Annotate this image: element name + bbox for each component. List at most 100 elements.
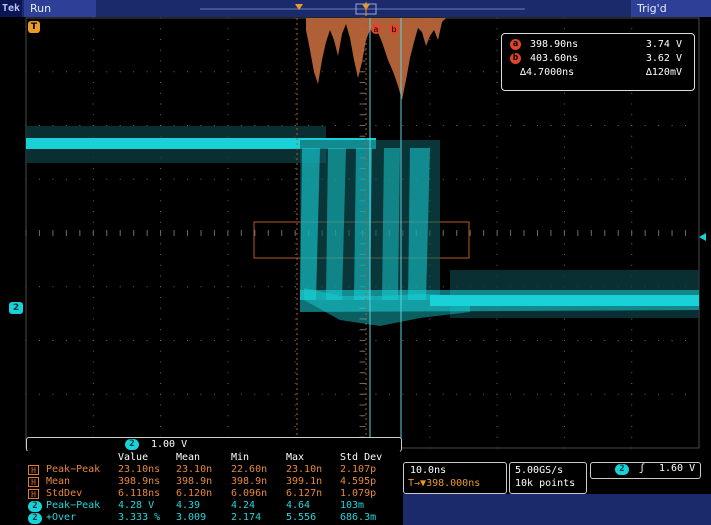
measurement-cell: 4.39 (176, 500, 201, 511)
grid-dot (92, 211, 94, 212)
grid-dot (227, 92, 229, 94)
grid-dot (631, 125, 633, 126)
grid-dot (415, 71, 417, 73)
grid-dot (631, 426, 633, 427)
grid-dot (160, 383, 162, 384)
grid-dot (388, 71, 390, 73)
measurement-table[interactable]: Value Mean Min Max Std Dev H Peak−Peak 23.… (26, 451, 400, 525)
grid-dot (254, 340, 256, 341)
grid-dot (671, 125, 673, 126)
grid-dot (119, 125, 121, 126)
horizontal-panel[interactable]: 10.0ns T→▼398.000ns (403, 462, 507, 494)
grid-dot (213, 286, 215, 288)
measurement-cell: 5.556 (286, 512, 317, 523)
grid-dot (187, 125, 189, 126)
cursor-readout[interactable]: a 398.90ns 3.74 V b 403.60ns 3.62 V ∆4.7… (501, 33, 695, 91)
grid-dot (563, 189, 565, 191)
grid-dot (92, 178, 94, 180)
grid-dot (92, 275, 94, 277)
grid-dot (469, 125, 471, 126)
grid-dot (536, 340, 538, 341)
cursor-a-voltage: 3.74 V (645, 39, 682, 50)
grid-dot (321, 393, 323, 395)
grid-dot (294, 211, 296, 212)
grid-dot (671, 340, 673, 341)
grid-dot (631, 350, 633, 352)
grid-dot (536, 178, 538, 180)
grid-dot (133, 178, 135, 180)
grid-dot (254, 125, 256, 126)
grid-dot (402, 125, 404, 126)
grid-dot (133, 71, 135, 73)
grid-dot (294, 415, 296, 417)
grid-dot (496, 211, 498, 212)
grid-dot (335, 125, 337, 126)
grid-dot (429, 350, 431, 352)
measurement-row[interactable]: H Mean 398.9ns 398.9n 398.9n 399.1n 4.595p (26, 476, 400, 488)
grid-dot (92, 221, 94, 223)
grid-dot (227, 39, 229, 40)
grid-dot (496, 17, 498, 19)
tek-logo: Tek (0, 0, 22, 17)
grid-dot (604, 125, 606, 126)
grid-dot (227, 329, 229, 331)
grid-dot (65, 393, 67, 395)
grid-dot (523, 178, 525, 180)
grid-dot (536, 393, 538, 395)
ch2-waveform (26, 126, 699, 326)
grid-dot (240, 71, 242, 73)
measurement-row[interactable]: H Peak−Peak 23.10ns 23.10n 22.60n 23.10n 2.107… (26, 464, 400, 476)
measurement-cell: 6.120n (176, 488, 213, 499)
grid-dot (631, 329, 633, 331)
grid-dot (563, 436, 565, 438)
measurement-row[interactable]: 2 +Over 3.333 % 3.009 2.174 5.556 686.3m (26, 512, 400, 524)
run-status[interactable]: Run (24, 0, 96, 17)
grid-dot (227, 426, 229, 427)
trigger-level-arrow-icon[interactable] (699, 233, 706, 241)
grid-dot (429, 415, 431, 417)
grid-dot (294, 393, 296, 395)
grid-dot (631, 200, 633, 202)
cursor-a-badge[interactable]: a (371, 24, 381, 34)
ch2-scale-readout[interactable]: 2 1.00 V (26, 437, 402, 452)
grid-dot (550, 178, 552, 180)
measurement-row[interactable]: 2 Peak−Peak 4.28 V 4.39 4.24 4.64 103m (26, 500, 400, 512)
trigger-marker-icon[interactable]: T (28, 21, 40, 33)
grid-dot (604, 393, 606, 395)
grid-dot (429, 318, 431, 320)
grid-dot (227, 275, 229, 277)
grid-dot (146, 125, 148, 126)
grid-dot (442, 340, 444, 341)
ch2-ground-marker[interactable]: 2 (9, 302, 23, 314)
grid-dot (631, 103, 633, 105)
grid-dot (294, 92, 296, 94)
grid-dot (429, 436, 431, 438)
measurement-cell: 4.595p (340, 476, 377, 487)
grid-dot (160, 297, 162, 298)
grid-dot (254, 178, 256, 180)
cursor-b-badge[interactable]: b (389, 24, 399, 34)
grid-dot (429, 39, 431, 40)
acquisition-panel[interactable]: 5.00GS/s 10k points (509, 462, 587, 494)
waveform-display[interactable]: a b (0, 0, 711, 450)
grid-dot (92, 297, 94, 298)
grid-dot (79, 393, 81, 395)
grid-dot (671, 393, 673, 395)
grid-dot (442, 71, 444, 73)
grid-dot (496, 243, 498, 245)
measurement-row[interactable]: H StdDev 6.118ns 6.120n 6.096n 6.127n 1.079p (26, 488, 400, 500)
grid-dot (92, 17, 94, 19)
grid-dot (92, 329, 94, 331)
grid-dot (294, 114, 296, 116)
grid-dot (294, 200, 296, 202)
grid-dot (79, 125, 81, 126)
grid-dot (644, 393, 646, 395)
grid-dot (429, 372, 431, 374)
grid-dot (227, 28, 229, 30)
grid-dot (308, 71, 310, 73)
grid-dot (173, 393, 175, 395)
grid-dot (685, 178, 687, 180)
grid-dot (510, 125, 512, 126)
cursor-a-time: 398.90ns (530, 39, 579, 50)
trigger-panel[interactable]: 2 ʃ 1.60 V (590, 462, 701, 479)
